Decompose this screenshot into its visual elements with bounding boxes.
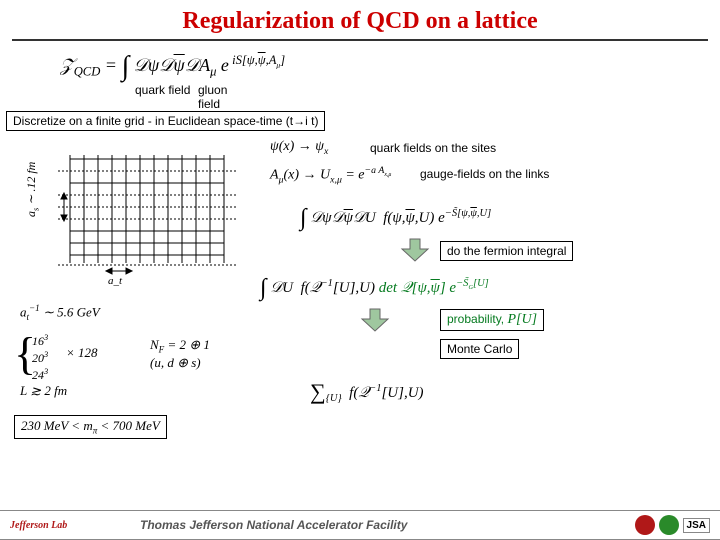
logo-circle-green <box>659 515 679 535</box>
label-as: as ∼ .12 fm <box>24 162 40 217</box>
formula-L: L ≳ 2 fm <box>20 383 67 399</box>
box-discretize: Discretize on a finite grid - in Euclide… <box>6 111 325 131</box>
formula-vols: 163203243 <box>32 331 48 382</box>
logo-jlab: Jefferson Lab <box>10 514 70 536</box>
label-at: a_t <box>108 275 122 287</box>
footer: Jefferson Lab Thomas Jefferson National … <box>0 510 720 540</box>
formula-at-inv: at−1 ∼ 5.6 GeV <box>20 303 100 322</box>
footer-facility: Thomas Jefferson National Accelerator Fa… <box>140 518 407 532</box>
probability-text: probability, <box>447 312 504 326</box>
content-area: 𝒵QCD = ∫ 𝒟ψ𝒟ψ𝒟Aμ e iS[ψ,ψ,Aμ] quark fiel… <box>0 47 720 507</box>
logo-right-group: JSA <box>635 515 710 535</box>
formula-128: × 128 <box>66 345 98 361</box>
label-quark-field: quark field <box>135 83 190 97</box>
logo-jsa: JSA <box>683 518 710 533</box>
arrow-down-1 <box>400 237 430 263</box>
formula-nf: NF = 2 ⊕ 1 <box>150 337 210 355</box>
arrow-down-2 <box>360 307 390 333</box>
formula-path-int-2: ∫ 𝒟U f(𝒬−1[U],U) det 𝒬[ψ,ψ] e−S̃G[U] <box>260 272 489 299</box>
formula-quark-map: ψ(x) → ψx <box>270 139 328 157</box>
formula-path-int-1: ∫ 𝒟ψ𝒟ψ𝒟U f(ψ,ψ,U) e−S̃[ψ,ψ,U] <box>300 202 491 229</box>
page-title: Regularization of QCD on a lattice <box>0 0 720 39</box>
formula-zqcd: 𝒵QCD = ∫ 𝒟ψ𝒟ψ𝒟Aμ e iS[ψ,ψ,Aμ] <box>60 47 285 80</box>
box-mpi: 230 MeV < mπ < 700 MeV <box>14 415 167 439</box>
formula-sum: ∑{U} f(𝒬−1[U],U) <box>310 377 424 404</box>
box-montecarlo: Monte Carlo <box>440 339 519 359</box>
formula-flavors: (u, d ⊕ s) <box>150 355 201 371</box>
title-underline <box>12 39 708 41</box>
label-gluon-field: gluon field <box>198 83 238 111</box>
box-probability: probability, P[U] <box>440 309 544 331</box>
logo-circle-red <box>635 515 655 535</box>
formula-gauge-map: Aμ(x) → Ux,μ = e−a Ax,μ <box>270 165 391 185</box>
box-fermion: do the fermion integral <box>440 241 573 261</box>
title-text: Regularization of QCD on a lattice <box>182 8 537 34</box>
label-sites: quark fields on the sites <box>370 141 496 155</box>
lattice-grid <box>48 147 248 287</box>
label-links: gauge-fields on the links <box>420 167 549 181</box>
